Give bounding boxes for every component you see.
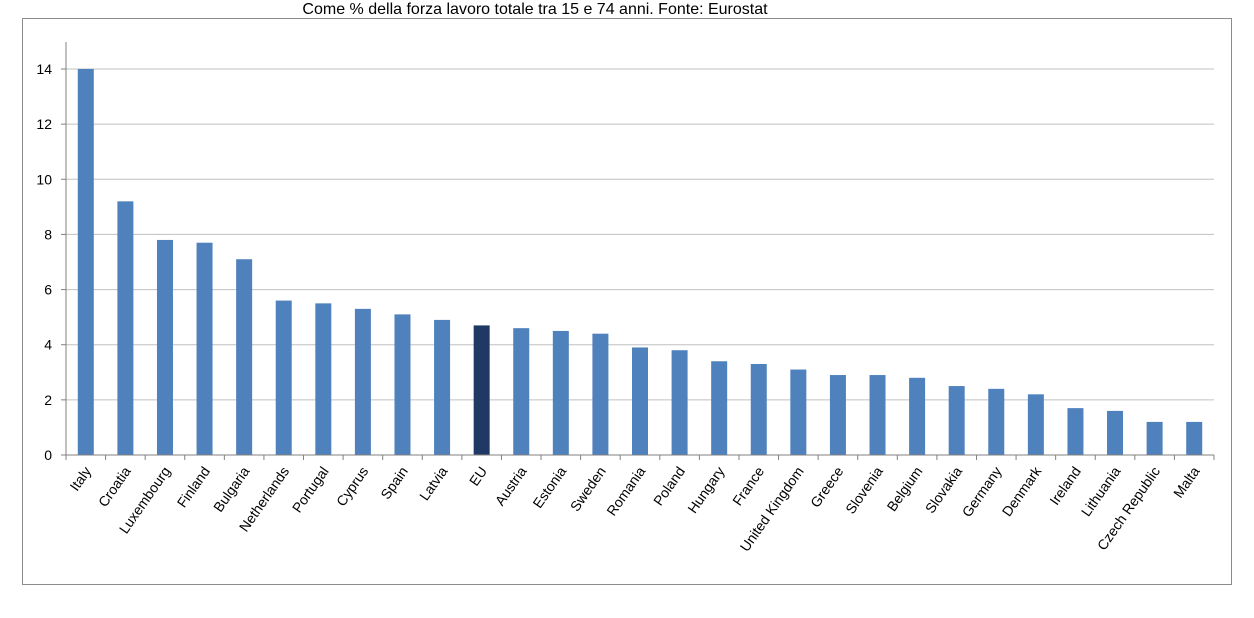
bar-spain [394, 314, 411, 455]
axes [61, 42, 1215, 460]
bar-malta [1186, 421, 1203, 455]
bar-finland [196, 242, 213, 455]
x-label-croatia: Croatia [95, 463, 134, 509]
x-label-estonia: Estonia [529, 463, 569, 511]
x-label-poland: Poland [650, 464, 688, 509]
y-tick-label: 12 [36, 116, 52, 132]
x-label-slovenia: Slovenia [842, 463, 886, 516]
x-label-eu: EU [466, 464, 490, 489]
x-label-belgium: Belgium [883, 464, 925, 515]
bar-croatia [117, 201, 134, 455]
x-label-germany: Germany [959, 464, 1005, 520]
bar-denmark [1027, 394, 1044, 455]
bar-netherlands [275, 300, 292, 455]
bar-cyprus [354, 308, 371, 455]
bar-slovakia [948, 386, 965, 455]
y-tick-label: 2 [44, 392, 52, 408]
y-tick-label: 6 [44, 282, 52, 298]
x-label-malta: Malta [1170, 463, 1203, 500]
x-label-hungary: Hungary [684, 464, 727, 517]
bar-germany [988, 388, 1005, 455]
bar-romania [632, 347, 648, 455]
y-tick-label: 8 [44, 226, 52, 242]
bar-sweden [592, 333, 609, 455]
y-tick-label: 4 [44, 337, 52, 353]
chart-subtitle: Come % della forza lavoro totale tra 15 … [302, 1, 768, 18]
chart-area [22, 18, 1232, 585]
x-label-italy: Italy [66, 464, 94, 494]
x-label-denmark: Denmark [999, 463, 1045, 520]
bar-italy [77, 69, 94, 455]
bar-latvia [434, 319, 451, 455]
x-label-sweden: Sweden [567, 464, 609, 515]
bar-lithuania [1107, 410, 1124, 455]
bar-luxembourg [156, 239, 173, 455]
x-label-finland: Finland [174, 464, 213, 511]
x-label-romania: Romania [603, 463, 648, 518]
bar-bulgaria [236, 259, 253, 455]
x-label-slovakia: Slovakia [922, 463, 966, 516]
bar-united-kingdom [790, 369, 807, 455]
x-label-austria: Austria [492, 463, 530, 508]
bar-estonia [552, 330, 569, 455]
x-label-cyprus: Cyprus [333, 464, 372, 510]
y-tick-label: 14 [36, 61, 52, 77]
bar-austria [513, 328, 530, 455]
x-label-greece: Greece [807, 463, 847, 510]
bar-ireland [1067, 408, 1084, 455]
y-tick-labels: 0 2 4 6 8 10 12 14 [36, 61, 52, 463]
x-label-spain: Spain [377, 464, 411, 503]
x-label-ireland: Ireland [1046, 464, 1084, 508]
x-label-france: France [729, 463, 767, 508]
x-label-bulgaria: Bulgaria [210, 463, 253, 514]
bar-belgium [909, 377, 926, 455]
x-label-latvia: Latvia [416, 463, 451, 503]
bar-poland [671, 350, 688, 455]
bar-eu [473, 325, 490, 455]
bar-greece [829, 375, 846, 455]
bar-france [750, 364, 767, 455]
bar-slovenia [869, 375, 886, 455]
bar-czech-republic [1146, 421, 1163, 455]
bars [77, 69, 1203, 455]
x-label-portugal: Portugal [289, 464, 332, 516]
gridlines [66, 68, 1214, 401]
y-tick-label: 0 [44, 447, 52, 463]
bar-portugal [315, 303, 332, 455]
y-tick-label: 10 [36, 171, 52, 187]
bar-hungary [711, 361, 728, 455]
